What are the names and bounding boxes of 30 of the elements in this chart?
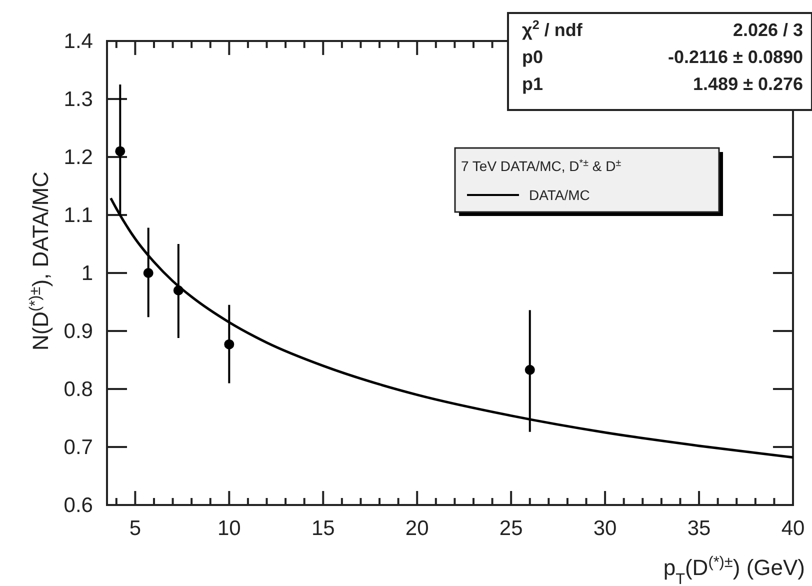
y-tick-label: 1.2 xyxy=(64,146,93,169)
text: 2.026 / 3 xyxy=(732,20,803,40)
point xyxy=(224,339,234,350)
y-tick-label: 0.6 xyxy=(64,494,93,517)
x-tick-label: 25 xyxy=(499,517,523,540)
annotation: p0 xyxy=(522,47,544,67)
x-tick-label: 20 xyxy=(405,517,429,540)
annotation: -0.2116 ± 0.0890 xyxy=(668,47,803,67)
point xyxy=(143,268,154,278)
point xyxy=(115,146,126,156)
legend-title: 7 TeV DATA/MC, D$^{*±}$ & D$^{±}$ xyxy=(461,158,622,174)
y-tick-label: 1.1 xyxy=(64,204,93,227)
x-tick-label: 10 xyxy=(217,517,241,540)
y-tick-label: 1 xyxy=(81,262,93,285)
x-tick-label: 15 xyxy=(311,517,335,540)
x-tick-label: 5 xyxy=(129,517,142,540)
y-tick-label: 1.3 xyxy=(64,88,93,111)
x-tick-label: 40 xyxy=(781,517,805,540)
x-axis-title: p$_{T}$(D$^{(*)±}$) (GeV) xyxy=(663,554,805,586)
y-tick-label: 0.7 xyxy=(64,436,93,459)
y-tick-label: 0.8 xyxy=(64,378,93,401)
annotation: p1 xyxy=(522,74,544,94)
x-tick-label: 30 xyxy=(593,517,617,540)
y-tick-label: 0.9 xyxy=(64,320,93,343)
x-tick-label: 35 xyxy=(687,517,711,540)
legend-label: DATA/MC xyxy=(529,187,590,203)
annotation: 1.489 ± 0.276 xyxy=(693,74,803,94)
text: χ$^{2}$ / ndf xyxy=(522,18,584,40)
y-tick-label: 1.4 xyxy=(64,30,94,53)
point xyxy=(524,364,535,375)
